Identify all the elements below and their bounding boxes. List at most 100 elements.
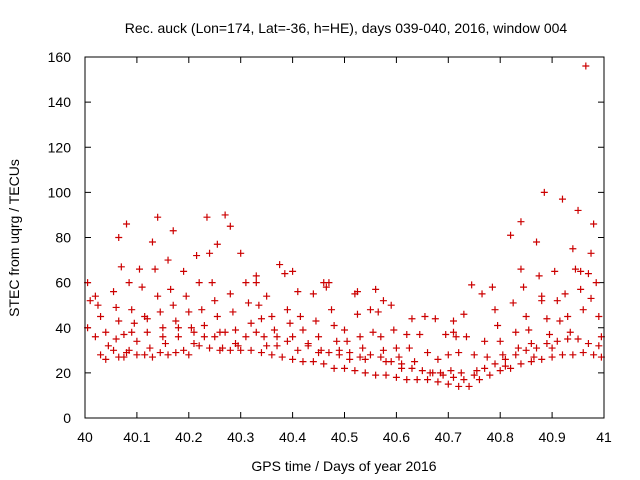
data-point	[470, 351, 478, 359]
data-point	[102, 355, 110, 363]
data-point	[226, 222, 234, 230]
data-point	[507, 364, 515, 372]
data-point	[413, 376, 421, 384]
data-point	[341, 364, 348, 372]
data-point	[270, 326, 278, 334]
data-point	[180, 346, 188, 354]
data-point	[325, 279, 333, 287]
data-point	[125, 346, 133, 354]
data-point	[91, 292, 99, 300]
data-point	[522, 312, 530, 320]
data-point	[143, 328, 151, 336]
data-point	[398, 360, 406, 368]
data-point	[540, 188, 548, 196]
data-point	[169, 301, 177, 309]
data-point	[556, 317, 564, 325]
data-point	[584, 270, 592, 278]
data-point	[553, 337, 561, 345]
x-tick-label: 40.2	[175, 429, 202, 445]
data-point	[558, 351, 566, 359]
axis-ticks: 40 40.1 40.2 40.3 40.4 40.5 40.6 40.7 40.8 40.9 41…	[48, 49, 612, 445]
data-point	[452, 333, 460, 341]
data-point	[548, 353, 556, 361]
data-point	[208, 279, 216, 287]
data-point	[527, 358, 535, 366]
data-point	[499, 351, 507, 359]
data-point	[447, 367, 455, 375]
data-point	[449, 373, 457, 381]
data-point	[154, 292, 162, 300]
data-point	[392, 373, 400, 381]
data-point	[135, 265, 143, 273]
data-point	[268, 312, 276, 320]
data-point	[130, 319, 138, 327]
data-point	[289, 355, 297, 363]
data-point	[346, 355, 354, 363]
x-tick-label: 40.1	[123, 429, 150, 445]
data-point	[247, 319, 255, 327]
data-point	[483, 353, 491, 361]
data-point	[514, 344, 522, 352]
data-point	[491, 360, 499, 368]
data-point	[232, 326, 240, 334]
data-point	[247, 346, 255, 354]
data-point	[244, 299, 252, 307]
data-point	[533, 238, 541, 246]
data-point	[390, 326, 398, 334]
data-point	[289, 267, 297, 275]
data-point	[558, 195, 566, 203]
data-point	[102, 328, 110, 336]
data-point	[257, 349, 265, 357]
data-point	[206, 249, 214, 257]
y-tick-label: 140	[48, 94, 72, 110]
data-point	[174, 333, 182, 341]
data-point	[110, 288, 118, 296]
data-point	[444, 380, 452, 388]
data-point	[574, 335, 582, 343]
data-point	[154, 213, 162, 221]
data-point	[478, 290, 486, 298]
data-point	[104, 342, 112, 350]
data-point	[517, 265, 525, 273]
data-point	[273, 333, 281, 341]
data-point	[237, 249, 245, 257]
data-point	[595, 342, 603, 350]
data-point	[488, 283, 496, 291]
data-point	[501, 362, 509, 370]
data-point	[387, 358, 395, 366]
data-point	[553, 297, 561, 305]
data-point	[587, 294, 595, 302]
data-point	[444, 351, 452, 359]
data-point	[330, 364, 338, 372]
data-point	[185, 351, 193, 359]
x-tick-label: 40.3	[227, 429, 254, 445]
data-point	[356, 353, 364, 361]
data-point	[226, 346, 234, 354]
data-point	[133, 351, 141, 359]
data-point	[232, 340, 240, 348]
data-point	[486, 371, 494, 379]
data-point	[156, 308, 164, 316]
data-point	[330, 321, 338, 329]
data-point	[403, 376, 411, 384]
data-point	[543, 340, 551, 348]
data-point	[283, 306, 291, 314]
data-point	[159, 333, 167, 341]
data-point	[462, 333, 470, 341]
data-point	[533, 344, 541, 352]
data-point	[216, 346, 224, 354]
data-point	[203, 213, 211, 221]
data-point	[229, 308, 237, 316]
data-point	[517, 360, 525, 368]
data-point	[356, 333, 364, 341]
data-point	[379, 346, 387, 354]
data-point	[112, 335, 120, 343]
data-point	[587, 249, 595, 257]
data-point	[408, 364, 416, 372]
data-point	[579, 306, 587, 314]
data-point	[346, 349, 354, 357]
data-point	[128, 328, 136, 336]
x-tick-label: 41	[596, 429, 612, 445]
data-point	[366, 351, 374, 359]
data-point	[172, 349, 180, 357]
